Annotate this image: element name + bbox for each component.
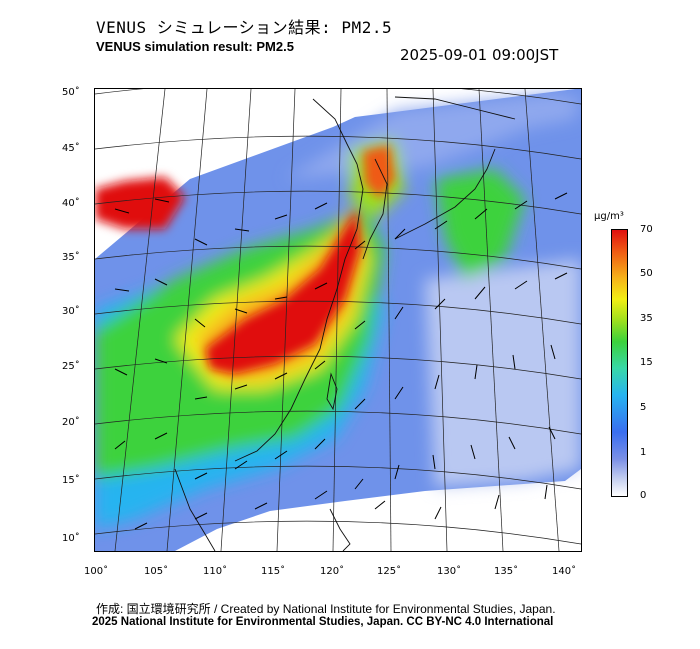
lon-label-115: 115˚ [261, 566, 286, 577]
coastlines [174, 96, 516, 551]
colorbar-tick-5: 5 [640, 402, 647, 413]
lon-label-135: 135˚ [494, 566, 519, 577]
lat-label-30: 30˚ [62, 306, 80, 317]
graticule [95, 89, 581, 551]
colorbar-tick-35: 35 [640, 313, 653, 324]
lon-label-130: 130˚ [437, 566, 462, 577]
timestamp: 2025-09-01 09:00JST [400, 46, 559, 64]
lat-label-10: 10˚ [62, 533, 80, 544]
lon-label-120: 120˚ [320, 566, 345, 577]
lat-label-35: 35˚ [62, 252, 80, 263]
lat-label-45: 45˚ [62, 143, 80, 154]
colorbar-tick-15: 15 [640, 357, 653, 368]
lon-label-125: 125˚ [377, 566, 402, 577]
map-area [94, 88, 582, 552]
lat-label-15: 15˚ [62, 475, 80, 486]
pm25-map [95, 89, 581, 551]
colorbar-tick-1: 1 [640, 447, 647, 458]
credit-text: 作成: 国立環境研究所 / Created by National Instit… [96, 602, 556, 616]
lon-label-140: 140˚ [552, 566, 577, 577]
colorbar-tick-0: 0 [640, 490, 647, 501]
lat-label-20: 20˚ [62, 417, 80, 428]
lon-label-105: 105˚ [144, 566, 169, 577]
lat-label-50: 50˚ [62, 87, 80, 98]
concentration-field [95, 89, 581, 551]
title-english: VENUS simulation result: PM2.5 [96, 39, 294, 54]
colorbar-tick-70: 70 [640, 224, 653, 235]
title-japanese: VENUS シミュレーション結果: PM2.5 [96, 18, 393, 37]
lat-label-25: 25˚ [62, 361, 80, 372]
lon-label-110: 110˚ [203, 566, 228, 577]
copyright-text: 2025 National Institute for Environmenta… [92, 616, 554, 628]
lon-label-100: 100˚ [84, 566, 109, 577]
colorbar [611, 229, 628, 497]
lat-label-40: 40˚ [62, 198, 80, 209]
colorbar-unit: μg/m³ [594, 211, 624, 222]
wind-vectors [114, 192, 568, 530]
colorbar-tick-50: 50 [640, 268, 653, 279]
